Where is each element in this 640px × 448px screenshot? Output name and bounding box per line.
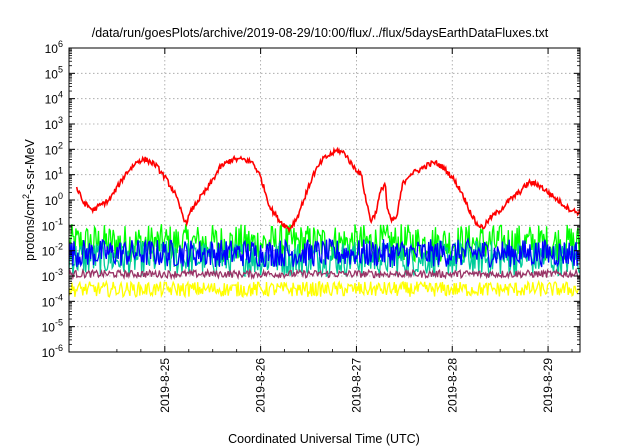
x-tick-label: 2019-8-28 [445, 358, 459, 413]
y-axis-label-pre: protons/cm [23, 199, 37, 261]
x-axis-label: Coordinated Universal Time (UTC) [228, 432, 420, 446]
y-axis-label-post: -s-sr-MeV [23, 138, 37, 194]
y-tick-label: 10-6 [42, 343, 63, 360]
y-tick-label: 10-4 [42, 292, 63, 309]
series-layer [69, 146, 580, 299]
y-tick-label: 106 [45, 39, 63, 56]
y-tick-label: 101 [45, 166, 63, 183]
x-tick-label: 2019-8-26 [254, 358, 268, 413]
ticks: 10-6 10-5 10-4 10-3 10-2 10-1 100 101 102 103 104 1… [42, 39, 580, 413]
x-tick-label: 2019-8-25 [158, 358, 172, 413]
x-tick-label: 2019-8-29 [541, 358, 555, 413]
chart-title: /data/run/goesPlots/archive/2019-08-29/1… [92, 26, 549, 40]
x-tick-label: 2019-8-27 [349, 358, 363, 413]
y-axis-label-sup: 2 [21, 194, 31, 199]
flux-series-line [69, 223, 580, 263]
y-tick-label: 10-2 [42, 242, 63, 259]
y-tick-label: 105 [45, 64, 63, 81]
y-tick-label: 102 [45, 140, 63, 157]
flux-series-line [69, 237, 580, 268]
red-flux-series-line [75, 146, 580, 234]
y-tick-label: 104 [45, 90, 63, 107]
flux-series-line [69, 279, 580, 299]
flux-series-line [69, 267, 580, 281]
y-tick-label: 103 [45, 115, 63, 132]
y-tick-label: 100 [45, 191, 63, 208]
grid [69, 48, 580, 352]
y-tick-label: 10-5 [42, 318, 63, 335]
y-tick-label: 10-3 [42, 267, 63, 284]
y-tick-label: 10-1 [42, 216, 63, 233]
y-axis-label: protons/cm2-s-sr-MeV [21, 138, 37, 260]
